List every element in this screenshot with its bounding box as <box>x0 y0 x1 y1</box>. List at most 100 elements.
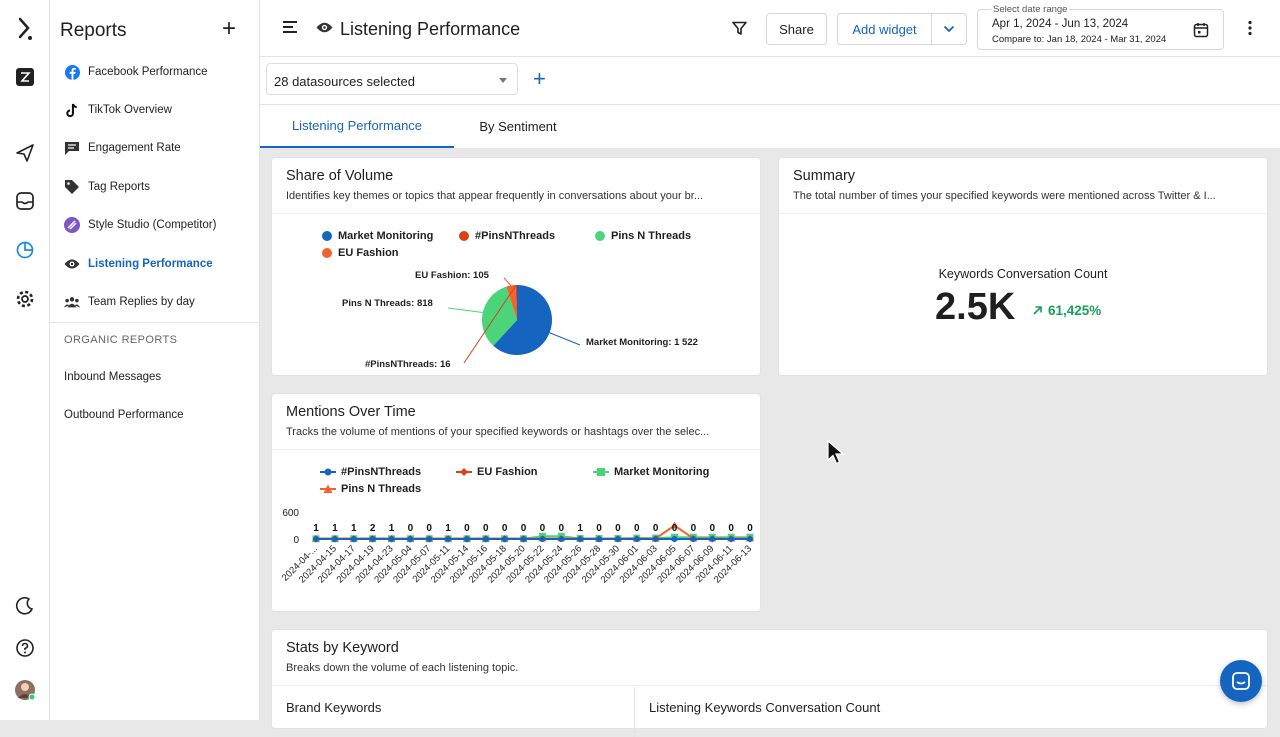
data-point[interactable] <box>634 536 640 542</box>
sidebar-item-style-studio[interactable]: Style Studio (Competitor) <box>50 208 259 242</box>
dark-mode-icon[interactable] <box>12 593 38 619</box>
sidebar-item-label: Team Replies by day <box>88 296 195 308</box>
pie-leader-line <box>504 278 511 286</box>
column-header-conversation-count[interactable]: Listening Keywords Conversation Count <box>649 700 880 715</box>
data-label: 0 <box>483 523 489 534</box>
data-point[interactable] <box>332 536 338 542</box>
sidebar-item-tag-reports[interactable]: Tag Reports <box>50 170 259 204</box>
more-options-icon[interactable] <box>1247 20 1253 41</box>
chevron-down-icon <box>943 25 955 33</box>
data-point[interactable] <box>596 536 602 542</box>
data-point[interactable] <box>747 536 753 542</box>
sidebar-item-inbound-messages[interactable]: Inbound Messages <box>50 360 259 394</box>
data-point[interactable] <box>464 536 470 542</box>
add-report-button[interactable]: + <box>222 17 236 41</box>
data-label: 0 <box>521 523 527 534</box>
sidebar-item-listening-performance[interactable]: Listening Performance <box>50 247 259 281</box>
data-point[interactable] <box>653 536 659 542</box>
sidebar-item-tiktok-overview[interactable]: TikTok Overview <box>50 93 259 127</box>
reports-icon[interactable] <box>12 237 38 263</box>
inbox-icon[interactable] <box>12 188 38 214</box>
data-label: 1 <box>577 523 583 534</box>
tab-by-sentiment[interactable]: By Sentiment <box>454 105 582 148</box>
pie-leader-line <box>550 333 580 345</box>
sidebar-item-facebook-performance[interactable]: Facebook Performance <box>50 55 259 89</box>
card-description: The total number of times your specified… <box>793 190 1257 202</box>
datasource-select[interactable]: 28 datasources selected <box>266 63 518 95</box>
sidebar-item-engagement-rate[interactable]: Engagement Rate <box>50 131 259 165</box>
sidebar-divider <box>50 322 259 323</box>
data-point[interactable] <box>445 536 451 542</box>
data-point[interactable] <box>483 536 489 542</box>
mentions-over-time-card: Mentions Over Time Tracks the volume of … <box>271 393 761 612</box>
data-label: 2 <box>370 523 376 534</box>
user-avatar[interactable] <box>12 677 38 703</box>
data-label: 0 <box>464 523 470 534</box>
compare-range-value: Compare to: Jan 18, 2024 - Mar 31, 2024 <box>992 34 1166 45</box>
data-point[interactable] <box>313 536 319 542</box>
data-label: 0 <box>709 523 715 534</box>
date-range-label: Select date range <box>991 4 1069 15</box>
data-point[interactable] <box>615 536 621 542</box>
help-icon[interactable] <box>12 635 38 661</box>
add-filter-button[interactable]: + <box>533 66 546 92</box>
pie-label-pins-n-threads: Pins N Threads: 818 <box>342 298 433 309</box>
stats-by-keyword-card: Stats by Keyword Breaks down the volume … <box>271 629 1268 729</box>
sidebar-item-outbound-performance[interactable]: Outbound Performance <box>50 398 259 432</box>
data-point[interactable] <box>370 536 376 542</box>
reports-sidebar: Reports + Facebook Performance TikTok Ov… <box>50 0 260 720</box>
data-point[interactable] <box>521 536 527 542</box>
column-divider <box>634 687 635 737</box>
metric-value: 2.5K <box>935 286 1015 329</box>
caret-down-icon <box>499 78 507 83</box>
data-point[interactable] <box>577 536 583 542</box>
arrow-up-right-icon <box>1032 305 1043 316</box>
data-point[interactable] <box>388 536 394 542</box>
app-logo-icon[interactable] <box>12 16 38 42</box>
tab-listening-performance[interactable]: Listening Performance <box>260 105 454 148</box>
summary-card: Summary The total number of times your s… <box>778 157 1268 376</box>
pie-label-pinsnthreads-hashtag: #PinsNThreads: 16 <box>365 359 451 370</box>
data-label: 0 <box>634 523 640 534</box>
share-button[interactable]: Share <box>766 13 827 45</box>
publish-icon[interactable] <box>12 64 38 90</box>
data-point[interactable] <box>709 536 715 542</box>
data-point[interactable] <box>690 536 696 542</box>
data-point[interactable] <box>426 536 432 542</box>
filter-icon[interactable] <box>732 21 747 41</box>
style-studio-icon <box>64 217 80 233</box>
report-header: Listening Performance Share Add widget S… <box>260 0 1280 57</box>
data-label: 0 <box>502 523 508 534</box>
data-point[interactable] <box>672 536 678 542</box>
data-label: 0 <box>728 523 734 534</box>
sidebar-item-team-replies[interactable]: Team Replies by day <box>50 285 259 319</box>
comment-icon <box>64 140 80 156</box>
date-range-picker[interactable]: Select date range Apr 1, 2024 - Jun 13, … <box>977 9 1224 50</box>
data-label: 0 <box>426 523 432 534</box>
send-icon[interactable] <box>12 140 38 166</box>
data-point[interactable] <box>728 536 734 542</box>
date-range-value: Apr 1, 2024 - Jun 13, 2024 <box>992 18 1128 30</box>
data-point[interactable] <box>502 536 508 542</box>
add-widget-button[interactable]: Add widget <box>837 13 932 45</box>
data-point[interactable] <box>407 536 413 542</box>
tag-icon <box>64 179 80 195</box>
sidebar-item-label: Outbound Performance <box>64 409 184 421</box>
calendar-icon <box>1193 22 1209 43</box>
data-point[interactable] <box>558 536 564 542</box>
sidebar-item-label: Listening Performance <box>88 258 213 270</box>
menu-icon[interactable] <box>282 20 298 39</box>
data-point[interactable] <box>351 536 357 542</box>
data-label: 0 <box>540 523 546 534</box>
data-point[interactable] <box>539 536 545 542</box>
column-header-brand-keywords[interactable]: Brand Keywords <box>286 700 381 715</box>
icon-rail <box>0 0 50 720</box>
chat-support-button[interactable] <box>1220 660 1262 702</box>
card-title: Stats by Keyword <box>286 640 399 656</box>
data-label: 0 <box>691 523 697 534</box>
team-icon <box>64 294 80 310</box>
add-widget-dropdown-button[interactable] <box>931 13 967 45</box>
data-label: 0 <box>653 523 659 534</box>
settings-icon[interactable] <box>12 286 38 312</box>
